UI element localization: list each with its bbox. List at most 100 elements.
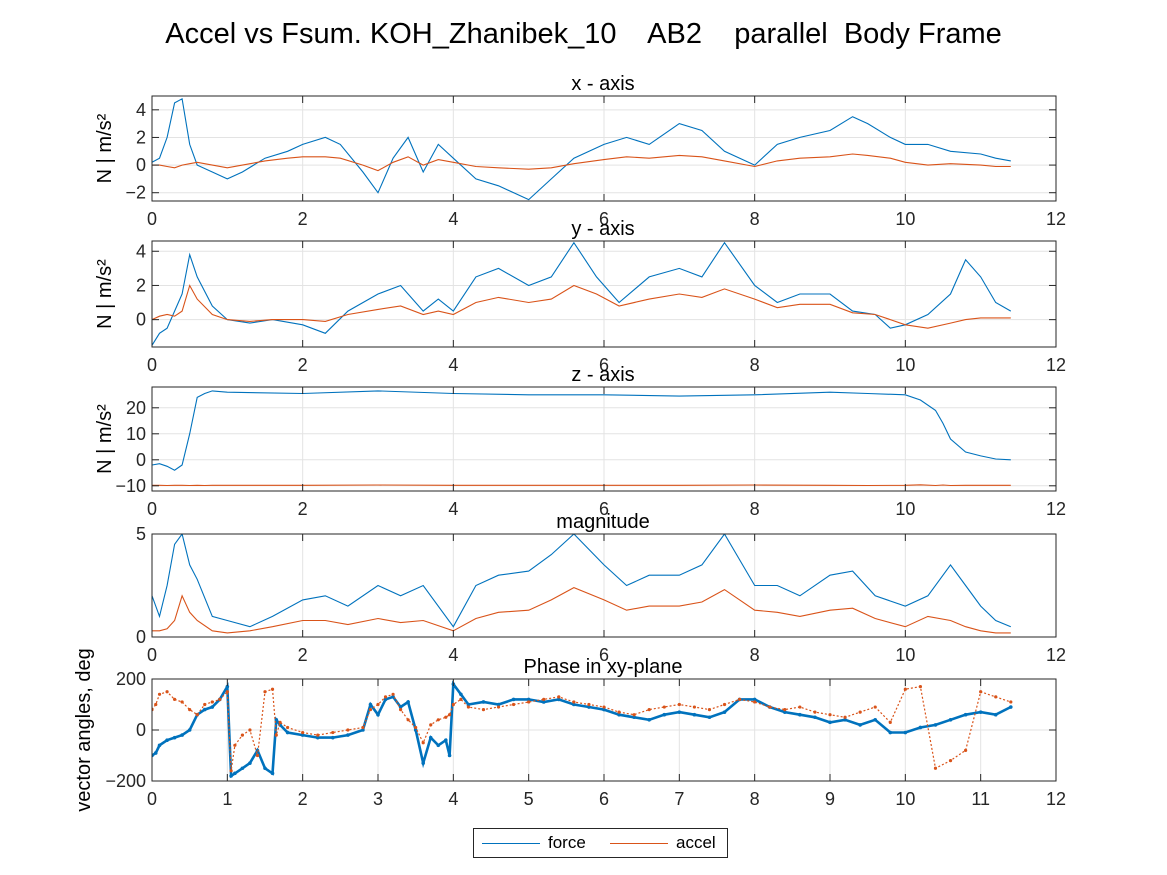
data-point-accel (858, 710, 862, 714)
data-point-accel (180, 700, 184, 704)
tick-label-x: 8 (750, 209, 760, 229)
data-point-accel (248, 728, 252, 732)
tick-label-y: 0 (136, 310, 146, 330)
data-point-force (541, 700, 546, 704)
data-point-accel (429, 723, 433, 727)
data-point-accel (994, 695, 998, 699)
tick-label-x: 2 (298, 789, 308, 809)
data-point-force (447, 753, 452, 758)
data-point-force (692, 712, 697, 717)
data-point-accel (662, 705, 666, 709)
data-point-accel (278, 720, 282, 724)
tick-label-x: 4 (448, 355, 458, 375)
data-point-accel (572, 700, 576, 704)
tick-label-x: 12 (1046, 499, 1066, 519)
data-point-force (210, 705, 215, 709)
tick-label-y: 0 (136, 450, 146, 470)
data-point-accel (331, 730, 335, 735)
tick-label-x: 4 (448, 645, 458, 665)
legend-swatch-force (482, 842, 540, 844)
data-point-accel (399, 708, 403, 712)
tick-label-y: 200 (116, 669, 146, 689)
data-point-force (153, 751, 158, 755)
tick-label-x: 10 (895, 499, 915, 519)
tick-label-x: 12 (1046, 209, 1066, 229)
data-point-force (331, 735, 335, 740)
data-point-force (225, 684, 230, 689)
series-line-accel (152, 484, 1011, 487)
data-point-accel (738, 697, 742, 702)
tick-label-x: 6 (599, 209, 609, 229)
data-point-accel (286, 725, 290, 730)
data-point-accel (527, 700, 531, 704)
data-point-accel (421, 741, 425, 745)
data-point-force (707, 715, 712, 720)
data-point-force (361, 728, 365, 732)
data-point-accel (542, 697, 546, 702)
data-point-force (963, 712, 968, 717)
y-axis-label: N | m/s² (94, 404, 116, 474)
tick-label-x: 6 (599, 355, 609, 375)
tick-label-y: 2 (136, 275, 146, 295)
data-point-force (285, 730, 290, 735)
data-point-accel (173, 697, 177, 702)
data-point-force (572, 702, 576, 707)
data-point-accel (903, 687, 907, 691)
tick-label-x: 4 (448, 209, 458, 229)
tick-label-x: 8 (750, 499, 760, 519)
data-point-accel (316, 733, 320, 737)
data-point-force (274, 718, 279, 722)
data-point-force (229, 774, 233, 778)
data-point-force (157, 743, 162, 748)
data-point-accel (414, 725, 418, 730)
data-point-force (511, 697, 516, 702)
data-point-accel (368, 708, 373, 712)
tick-label-x: 2 (298, 499, 308, 519)
data-point-accel (376, 702, 380, 707)
data-point-accel (154, 702, 158, 707)
data-point-force (858, 723, 862, 727)
tick-label-x: 10 (895, 645, 915, 665)
data-point-force (873, 718, 877, 722)
data-point-accel (447, 713, 452, 717)
data-point-accel (843, 715, 847, 719)
series-line-accel (152, 586, 1011, 634)
data-point-force (202, 707, 207, 712)
data-point-force (376, 712, 380, 717)
subplot-title: z - axis (571, 364, 634, 386)
data-point-force (346, 733, 350, 737)
data-point-accel (873, 705, 877, 709)
data-point-accel (383, 695, 388, 699)
data-point-accel (361, 725, 365, 730)
data-point-force (315, 735, 320, 740)
data-point-force (813, 715, 817, 720)
data-point-accel (157, 692, 162, 696)
data-point-force (270, 771, 275, 776)
tick-label-x: 10 (895, 789, 915, 809)
data-point-accel (165, 690, 169, 694)
data-point-accel (466, 705, 470, 709)
data-point-force (783, 710, 787, 714)
data-point-force (421, 761, 426, 765)
data-point-force (948, 718, 953, 722)
tick-label-y: 4 (136, 241, 146, 261)
legend-label-accel: accel (676, 833, 716, 852)
data-point-force (888, 730, 893, 735)
tick-label-x: 11 (971, 789, 990, 809)
data-point-force (828, 720, 832, 725)
tick-label-x: 6 (599, 789, 609, 809)
data-point-force (263, 766, 267, 771)
data-point-accel (225, 690, 229, 694)
data-point-accel (722, 702, 727, 707)
data-point-accel (692, 705, 697, 709)
tick-label-x: 12 (1046, 789, 1066, 809)
data-point-accel (229, 769, 233, 773)
tick-label-x: 4 (448, 789, 458, 809)
subplot-title: y - axis (571, 218, 634, 240)
subplot-title: x - axis (571, 73, 634, 95)
tick-label-y: −2 (125, 183, 146, 203)
tick-label-y: −10 (115, 476, 146, 496)
data-point-force (406, 700, 410, 704)
data-point-accel (798, 705, 802, 709)
